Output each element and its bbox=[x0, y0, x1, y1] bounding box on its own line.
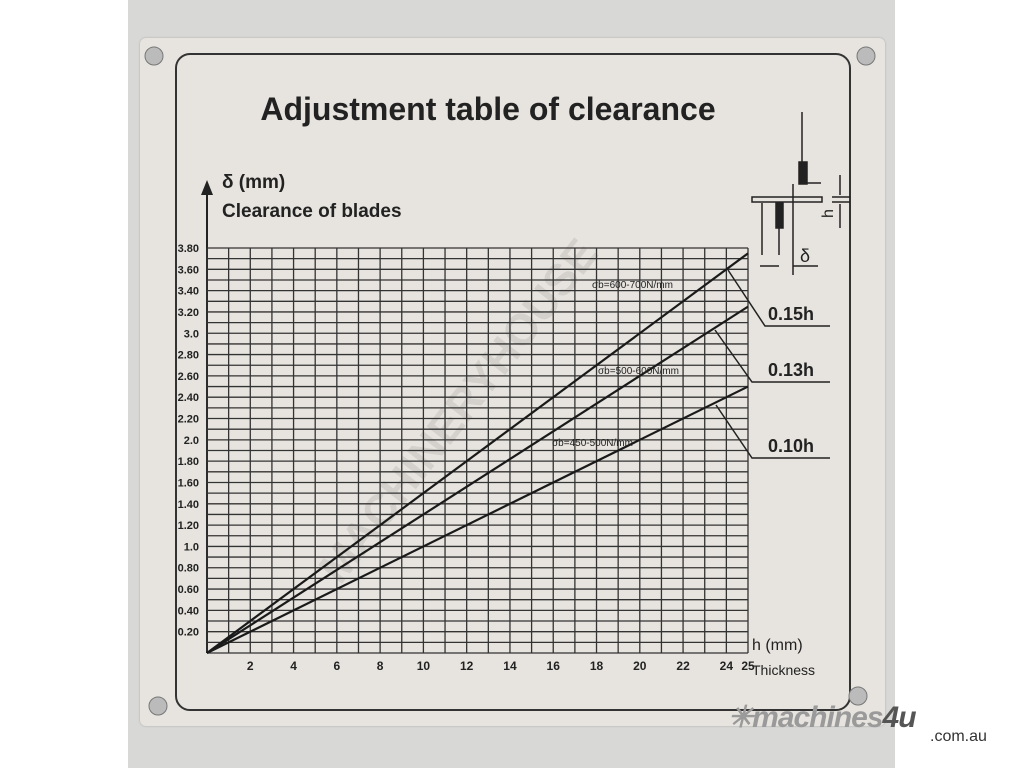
x-tick-label: 14 bbox=[503, 659, 517, 673]
blade-diagram bbox=[751, 112, 850, 275]
y-tick-label: 1.80 bbox=[178, 456, 199, 468]
series-line-1 bbox=[206, 305, 749, 654]
brand-name-suffix: 4u bbox=[882, 701, 917, 734]
screw-icon bbox=[148, 696, 168, 716]
series-label-1: 0.13h bbox=[768, 360, 814, 380]
x-tick-label: 18 bbox=[590, 659, 604, 673]
y-tick-label: 1.40 bbox=[178, 499, 199, 511]
y-tick-label: 1.20 bbox=[178, 520, 199, 532]
y-tick-label: 3.0 bbox=[184, 328, 199, 340]
x-tick-label: 2 bbox=[247, 659, 254, 673]
y-tick-label: 3.80 bbox=[178, 243, 199, 255]
y-axis-sublabel: Clearance of blades bbox=[222, 201, 402, 222]
x-axis-sublabel: Thickness bbox=[752, 662, 815, 678]
y-tick-label: 1.0 bbox=[184, 541, 199, 553]
x-tick-label: 20 bbox=[633, 659, 647, 673]
x-axis-label: h (mm) bbox=[752, 637, 803, 654]
screw-icon bbox=[848, 686, 868, 706]
brand-logo: ✳machines4u bbox=[728, 701, 917, 734]
x-tick-label: 25 bbox=[741, 659, 755, 673]
series-line-2 bbox=[206, 385, 749, 654]
y-tick-label: 3.60 bbox=[178, 264, 199, 276]
y-tick-label: 2.40 bbox=[178, 392, 199, 404]
y-tick-label: 2.60 bbox=[178, 371, 199, 383]
plate-border bbox=[175, 53, 851, 711]
x-tick-label: 6 bbox=[333, 659, 340, 673]
series-label-0: 0.15h bbox=[768, 304, 814, 324]
y-tick-label: 1.60 bbox=[178, 477, 199, 489]
screws bbox=[144, 46, 876, 716]
x-tick-label: 16 bbox=[547, 659, 561, 673]
x-tick-label: 22 bbox=[676, 659, 690, 673]
y-tick-label: 0.80 bbox=[178, 563, 199, 575]
brand-domain: .com.au bbox=[930, 728, 987, 745]
series-lines bbox=[206, 252, 749, 654]
series-line-0 bbox=[206, 252, 749, 654]
series-annotation-0: σb=600-700N/mm bbox=[592, 280, 673, 291]
x-tick-label: 8 bbox=[377, 659, 384, 673]
x-tick-label: 10 bbox=[417, 659, 431, 673]
diagram-delta-label: δ bbox=[800, 246, 810, 266]
series-annotation-1: σb=500-600N/mm bbox=[598, 366, 679, 377]
x-tick-label: 12 bbox=[460, 659, 474, 673]
x-tick-label: 24 bbox=[720, 659, 734, 673]
grid bbox=[206, 247, 749, 654]
y-axis-label: δ (mm) bbox=[222, 172, 285, 193]
series-annotation-2: σb=450-500N/mm bbox=[552, 438, 633, 449]
y-tick-label: 3.20 bbox=[178, 307, 199, 319]
screw-icon bbox=[856, 46, 876, 66]
y-tick-label: 0.20 bbox=[178, 627, 199, 639]
series-label-2: 0.10h bbox=[768, 436, 814, 456]
y-tick-label: 0.40 bbox=[178, 605, 199, 617]
diagram-h-label: h bbox=[820, 209, 837, 218]
y-tick-label: 2.0 bbox=[184, 435, 199, 447]
watermark: MACHINERYHOUSE bbox=[310, 230, 608, 592]
brand-name: machines bbox=[752, 701, 883, 734]
leaders bbox=[714, 269, 830, 459]
x-tick-label: 4 bbox=[290, 659, 297, 673]
screw-icon bbox=[144, 46, 164, 66]
chart-title: Adjustment table of clearance bbox=[260, 91, 715, 127]
ticks: 2 4 6 8 10 12 14 16 18 20 22 24 250.200.400.600.801.… bbox=[178, 243, 755, 673]
y-tick-label: 0.60 bbox=[178, 584, 199, 596]
y-axis-arrow-icon bbox=[201, 180, 213, 195]
y-tick-label: 2.20 bbox=[178, 414, 199, 426]
y-tick-label: 3.40 bbox=[178, 286, 199, 298]
y-tick-label: 2.80 bbox=[178, 350, 199, 362]
